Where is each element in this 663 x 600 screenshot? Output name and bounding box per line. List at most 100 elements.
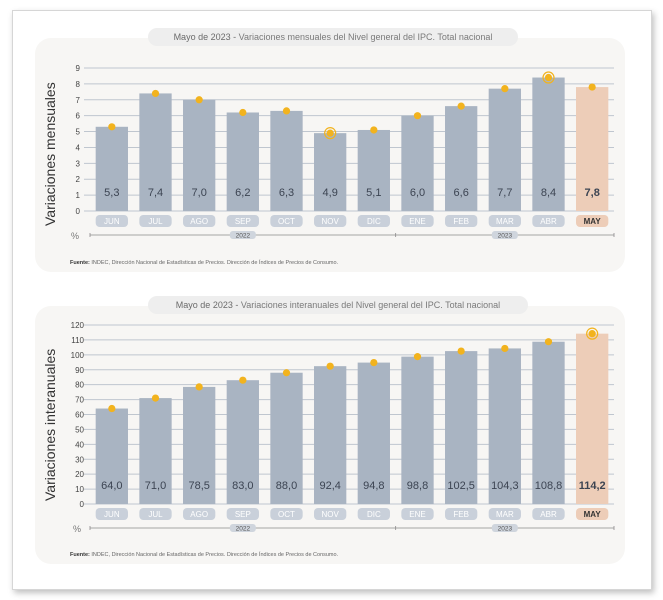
data-point: [588, 330, 596, 338]
month-pill: [488, 508, 521, 520]
data-point: [108, 404, 116, 413]
month-pill: [532, 508, 565, 520]
data-point: [326, 129, 334, 137]
month-label: JUN: [104, 217, 120, 226]
data-point: [544, 73, 553, 82]
data-point: [544, 338, 553, 346]
month-label: OCT: [278, 510, 295, 519]
value-label: 5,1: [366, 187, 381, 199]
chart-title-monthly: Mayo de 2023 - Variaciones mensuales del…: [148, 28, 518, 46]
value-label: 102,5: [447, 480, 475, 492]
y-tick-label: 9: [76, 64, 81, 73]
data-point: [326, 362, 334, 370]
month-pill: [270, 508, 303, 520]
month-pill: [445, 215, 478, 227]
month-pill: [357, 215, 390, 227]
data-point: [457, 347, 465, 355]
bar-jun: [95, 408, 128, 504]
bar-dic: [357, 362, 390, 504]
y-tick-label: 60: [75, 411, 84, 420]
month-pill: [95, 215, 128, 227]
dot-ring: [324, 127, 337, 140]
y-tick-label: 90: [75, 366, 84, 375]
month-pill: [139, 215, 172, 227]
value-label: 92,4: [319, 480, 340, 492]
bar-abr: [532, 77, 565, 212]
bar-ago: [183, 99, 216, 211]
value-label: 6,0: [410, 187, 425, 199]
month-pill: [401, 215, 434, 227]
y-tick-label: 30: [75, 455, 84, 464]
value-label: 83,0: [232, 480, 253, 492]
bar-abr: [532, 341, 565, 504]
value-label: 64,0: [101, 480, 122, 492]
month-pill: [95, 508, 128, 520]
data-point: [413, 112, 422, 120]
y-tick-label: 40: [75, 440, 84, 449]
unit-label: %: [73, 524, 81, 534]
year-pill: [491, 524, 518, 532]
data-point: [195, 96, 203, 104]
y-tick-label: 120: [71, 321, 85, 330]
month-pill: [576, 508, 609, 520]
y-tick-label: 2: [76, 175, 81, 184]
y-tick-label: 100: [71, 351, 85, 360]
value-label: 94,8: [363, 480, 384, 492]
data-point: [108, 123, 116, 131]
data-point: [588, 83, 596, 91]
y-tick-label: 10: [75, 485, 84, 494]
y-tick-label: 4: [76, 143, 81, 152]
data-point: [239, 376, 247, 384]
value-label: 78,5: [188, 480, 209, 492]
month-label: MAR: [496, 217, 514, 226]
dot-ring: [586, 327, 599, 340]
data-point: [457, 102, 465, 110]
value-label: 6,2: [235, 187, 250, 199]
month-pill: [401, 508, 434, 520]
y-tick-label: 8: [76, 80, 81, 89]
month-label: JUL: [148, 510, 163, 519]
bar-oct: [270, 372, 303, 504]
value-label: 5,3: [104, 187, 119, 199]
bar-nov: [314, 366, 347, 504]
bar-sep: [226, 380, 259, 504]
data-point: [282, 369, 291, 377]
month-label: ENE: [409, 217, 425, 226]
value-label: 7,0: [192, 187, 207, 199]
bar-dic: [357, 129, 390, 211]
source-note-monthly: Fuente: INDEC, Dirección Nacional de Est…: [70, 260, 339, 266]
month-label: FEB: [453, 510, 469, 519]
month-label: SEP: [235, 510, 251, 519]
month-label: JUL: [148, 217, 163, 226]
data-point: [195, 383, 203, 391]
bar-mar: [488, 88, 521, 211]
month-label: JUN: [104, 510, 120, 519]
bar-ene: [401, 115, 434, 211]
y-tick-label: 0: [80, 500, 85, 509]
month-label: NOV: [321, 510, 339, 519]
month-pill: [226, 215, 259, 227]
value-label: 88,0: [276, 480, 297, 492]
month-pill: [445, 508, 478, 520]
bar-jun: [95, 126, 128, 211]
value-label: 98,8: [407, 480, 428, 492]
data-point: [282, 107, 291, 115]
month-pill: [139, 508, 172, 520]
month-label: AGO: [190, 510, 208, 519]
month-pill: [314, 508, 347, 520]
bar-jul: [139, 398, 172, 504]
value-label: 6,3: [279, 187, 294, 199]
value-label: 114,2: [579, 480, 606, 492]
month-pill: [226, 508, 259, 520]
year-pill: [229, 231, 256, 239]
month-label: DIC: [367, 510, 381, 519]
source-note-annual: Fuente: INDEC, Dirección Nacional de Est…: [70, 552, 339, 558]
data-point: [239, 108, 247, 117]
bar-nov: [314, 133, 347, 211]
unit-label: %: [71, 231, 79, 241]
month-label: ABR: [540, 510, 557, 519]
month-label: OCT: [278, 217, 295, 226]
month-label: NOV: [321, 217, 339, 226]
data-point: [151, 394, 160, 402]
